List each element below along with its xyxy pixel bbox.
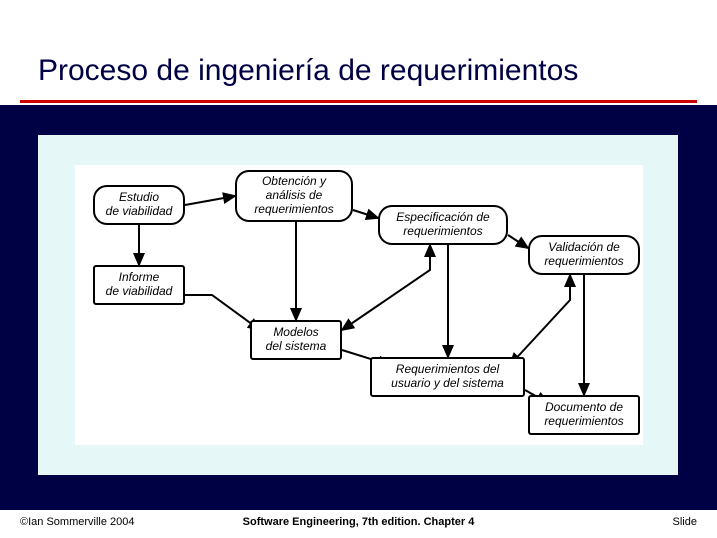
flowchart-node-label: Validación de requerimientos — [544, 241, 623, 269]
flowchart-node-n6: Modelos del sistema — [250, 320, 342, 360]
flowchart-node-label: Documento de requerimientos — [544, 401, 623, 429]
title-area: Proceso de ingeniería de requerimientos — [0, 0, 717, 105]
flowchart-node-label: Estudio de viabilidad — [106, 191, 173, 219]
flowchart-node-n2: Obtención y análisis de requerimientos — [235, 170, 353, 222]
flowchart-node-n7: Requerimientos del usuario y del sistema — [370, 357, 525, 397]
footer-slide-number: Slide — [673, 516, 697, 528]
flowchart-node-label: Modelos del sistema — [266, 326, 327, 354]
flowchart-node-n4: Validación de requerimientos — [528, 235, 640, 275]
flowchart-node-label: Obtención y análisis de requerimientos — [254, 175, 333, 216]
flowchart-node-n8: Documento de requerimientos — [528, 395, 640, 435]
flowchart-node-label: Especificación de requerimientos — [396, 211, 489, 239]
footer: ©Ian Sommerville 2004 Software Engineeri… — [0, 510, 717, 538]
footer-chapter: Software Engineering, 7th edition. Chapt… — [0, 516, 717, 528]
flowchart-node-n3: Especificación de requerimientos — [378, 205, 508, 245]
slide-title: Proceso de ingeniería de requerimientos — [38, 54, 578, 88]
flowchart-node-n5: Informe de viabilidad — [93, 265, 185, 305]
slide: Proceso de ingeniería de requerimientos … — [0, 0, 717, 538]
title-underline — [20, 100, 697, 103]
flowchart-node-n1: Estudio de viabilidad — [93, 185, 185, 225]
flowchart-node-label: Requerimientos del usuario y del sistema — [391, 363, 504, 391]
flowchart-node-label: Informe de viabilidad — [106, 271, 173, 299]
